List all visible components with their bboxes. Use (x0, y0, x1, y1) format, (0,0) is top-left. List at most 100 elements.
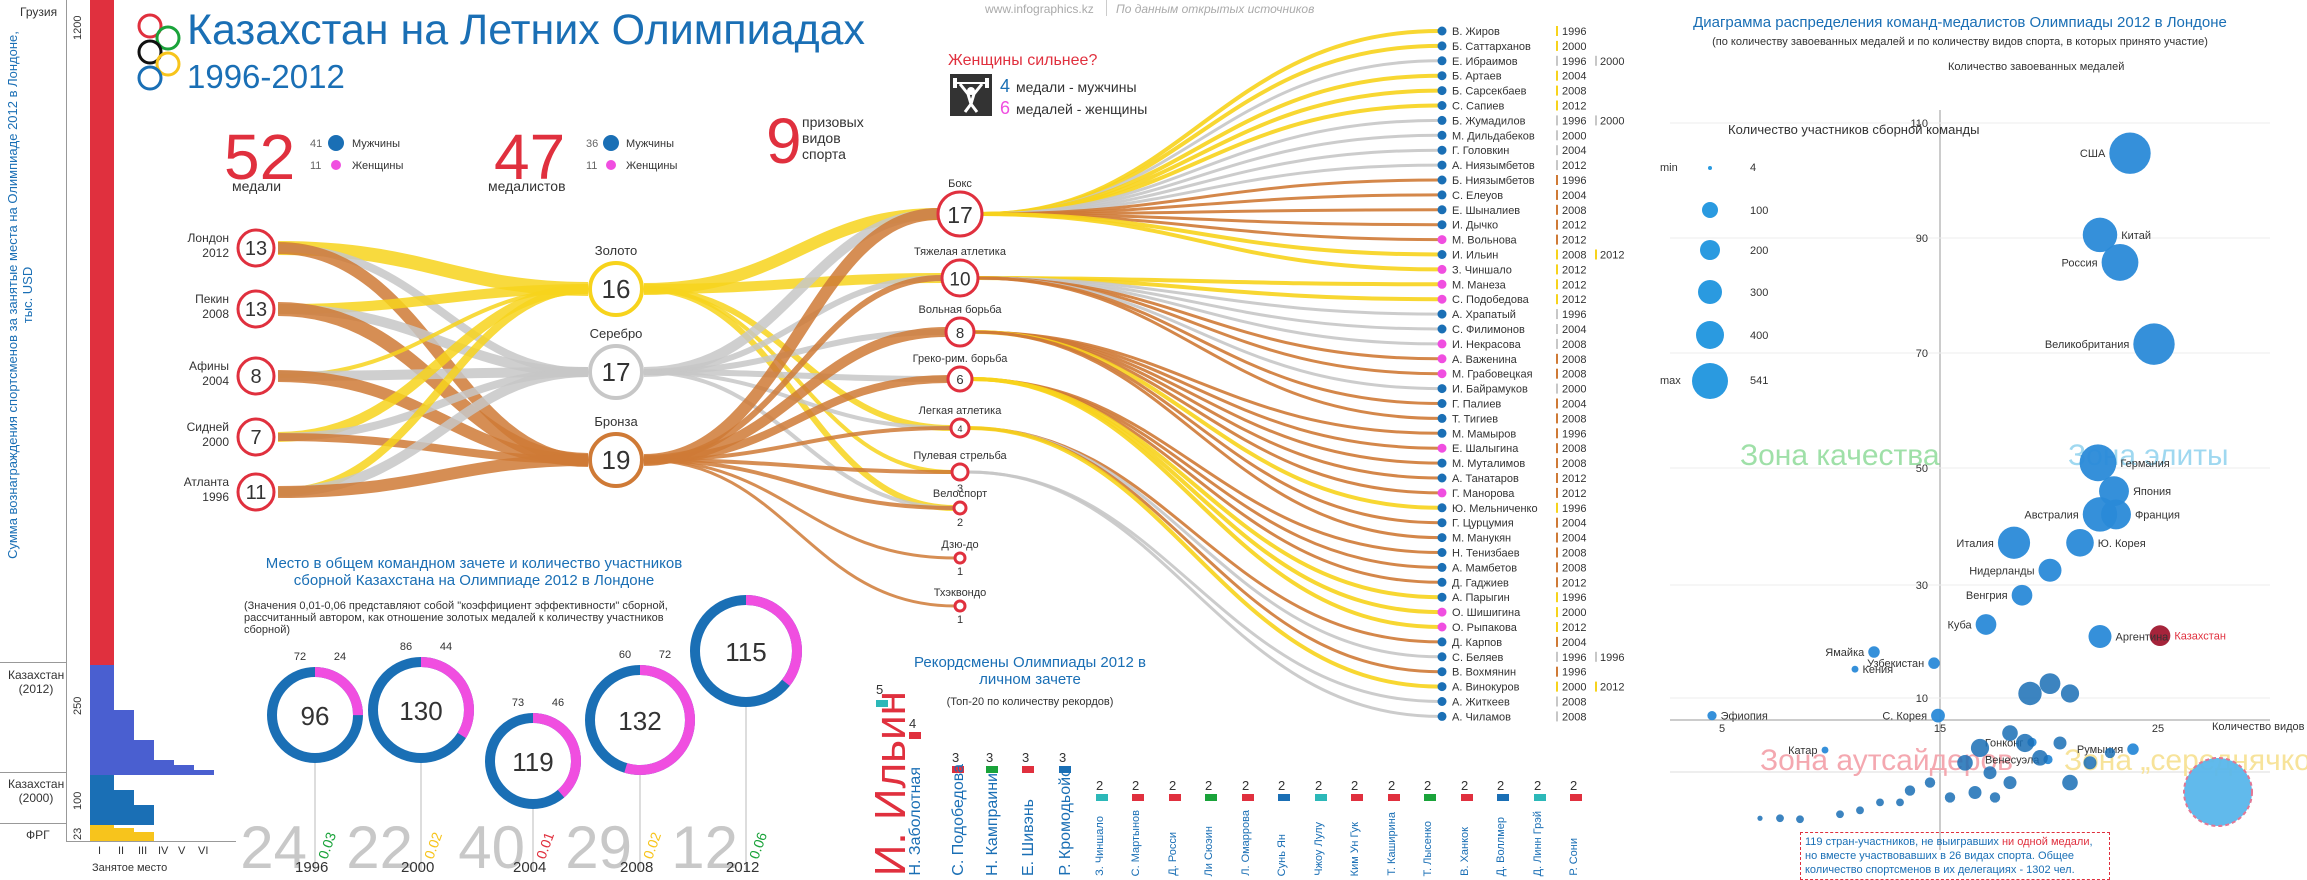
athlete-name: Д. Гаджиев (1452, 577, 1509, 589)
game-medals: 8 (250, 366, 261, 388)
flag-icon (876, 700, 888, 707)
medal-sport-flow (643, 375, 949, 464)
athlete-year: 2008 (1562, 443, 1586, 455)
flag-icon (1570, 794, 1582, 801)
athlete-name: А. Ниязымбетов (1452, 160, 1535, 172)
athlete-dot (1437, 533, 1447, 543)
athlete-dot (1437, 458, 1447, 468)
sport-name: Легкая атлетика (919, 405, 1003, 417)
athlete-year: 1996 (1562, 115, 1586, 127)
donut-year: 2008 (620, 859, 653, 874)
donut-women-count: 72 (659, 649, 671, 661)
y-tick: 110 (1910, 118, 1928, 130)
record-count: 2 (1169, 778, 1177, 793)
country-bubble (1968, 786, 1982, 799)
donut-place: 12 (671, 814, 738, 874)
country-bubble (2101, 499, 2131, 530)
country-bubble (1904, 785, 1916, 796)
flag-icon (909, 732, 921, 739)
women-dot (331, 160, 341, 170)
record-count: 2 (1534, 778, 1542, 793)
game-node (236, 289, 276, 329)
athlete-year: 2000 (1562, 130, 1586, 142)
donut-women (690, 595, 802, 707)
athlete-name: Г. Палиев (1452, 399, 1501, 411)
medal-name: Бронза (594, 414, 638, 429)
place-label: I (98, 845, 102, 857)
record-count: 3 (952, 750, 960, 765)
country-bubble (2062, 774, 2078, 791)
country-label: Эфиопия (1721, 711, 1768, 723)
country-bubble (1924, 777, 1936, 788)
donut-women (585, 665, 695, 775)
athlete-year-mark (1595, 681, 1597, 692)
country-bubble (2039, 673, 2061, 694)
country-bubble (2088, 625, 2112, 649)
athlete-year: 2012 (1562, 235, 1586, 247)
athlete-dot (1437, 354, 1447, 364)
medals-total: 52 (224, 121, 296, 193)
athlete-flow (973, 330, 1441, 480)
country-bubble (2109, 132, 2151, 174)
country-bubble (1989, 792, 2001, 803)
donut-women-count: 46 (552, 697, 564, 709)
athlete-name: Б. Жумадилов (1452, 115, 1526, 127)
country-label: Венесуэла (1985, 755, 2040, 767)
record-count: 2 (1388, 778, 1396, 793)
athlete-year-mark (1556, 696, 1558, 707)
svg-text:4: 4 (1750, 162, 1756, 174)
athlete-flow (977, 276, 1441, 391)
country-bubble (1957, 755, 1973, 771)
athlete-name: Е. Ибраимов (1452, 56, 1518, 68)
country-bubble (1876, 798, 1884, 807)
athlete-flow (973, 330, 1441, 540)
country-label: Куба (1947, 619, 1972, 631)
athlete-year-mark (1595, 249, 1597, 260)
x-axis-label: Занятое место (92, 862, 168, 874)
athlete-year: 2008 (1562, 458, 1586, 470)
country-bubble (2011, 584, 2033, 606)
sport-count: 8 (956, 325, 964, 342)
country-bubble (2083, 756, 2097, 770)
athlete-name: Г. Манорова (1452, 488, 1515, 500)
athlete-name: М. Грабовецкая (1452, 369, 1533, 381)
country-label: Гонконг (1985, 737, 2024, 749)
athlete-dot (1437, 399, 1447, 408)
women-label: Женщины (626, 160, 678, 172)
record-holder-name: Д. Воллмер (1495, 816, 1507, 876)
flag-icon (1534, 794, 1546, 801)
records-chart: 5 И. Ильин 4 Н. Заболотная 3 С. Подобедова 3 Н.… (850, 670, 1650, 876)
x-tick: 25 (2152, 723, 2164, 735)
athlete-name: И. Некрасова (1452, 339, 1522, 351)
y-tick: 30 (1916, 580, 1928, 592)
athlete-year-mark (1556, 234, 1558, 245)
country-label: С. Корея (1882, 711, 1927, 723)
flag-icon (1242, 794, 1254, 801)
athlete-year-mark (1556, 70, 1558, 81)
bar-kz2012-1 (90, 665, 114, 775)
athlete-flow (981, 212, 1441, 272)
record-holder-name: Е. Шивэнь (1020, 799, 1037, 876)
record-holder-name: Т. Лысенко (1422, 820, 1434, 876)
sport-node (936, 190, 984, 238)
athlete-flow (968, 426, 1441, 644)
athlete-name: С. Сапиев (1452, 101, 1504, 113)
athlete-name: Д. Карпов (1452, 637, 1502, 649)
sport-node (950, 462, 970, 482)
record-count: 2 (1096, 778, 1104, 793)
athlete-name: Г. Цурцумия (1452, 518, 1514, 530)
sport-name: Пулевая стрельба (913, 450, 1007, 462)
athlete-name: В. Вохмянин (1452, 667, 1516, 679)
athlete-dot (1437, 428, 1447, 438)
athlete-year: 2000 (1562, 607, 1586, 619)
men-dot (603, 135, 619, 151)
sankey-chart: 13Лондон201213Пекин20088Афины20047Сидней… (184, 26, 1624, 723)
record-count: 2 (1497, 778, 1505, 793)
athlete-name: И. Байрамуков (1452, 384, 1528, 396)
country-bubble (2082, 217, 2118, 253)
site-link[interactable]: www.infographics.kz (985, 2, 1094, 16)
athlete-year-mark (1595, 651, 1597, 662)
athlete-year-mark (1556, 145, 1558, 156)
record-count: 2 (1351, 778, 1359, 793)
athlete-name: М. Манукян (1452, 533, 1511, 545)
